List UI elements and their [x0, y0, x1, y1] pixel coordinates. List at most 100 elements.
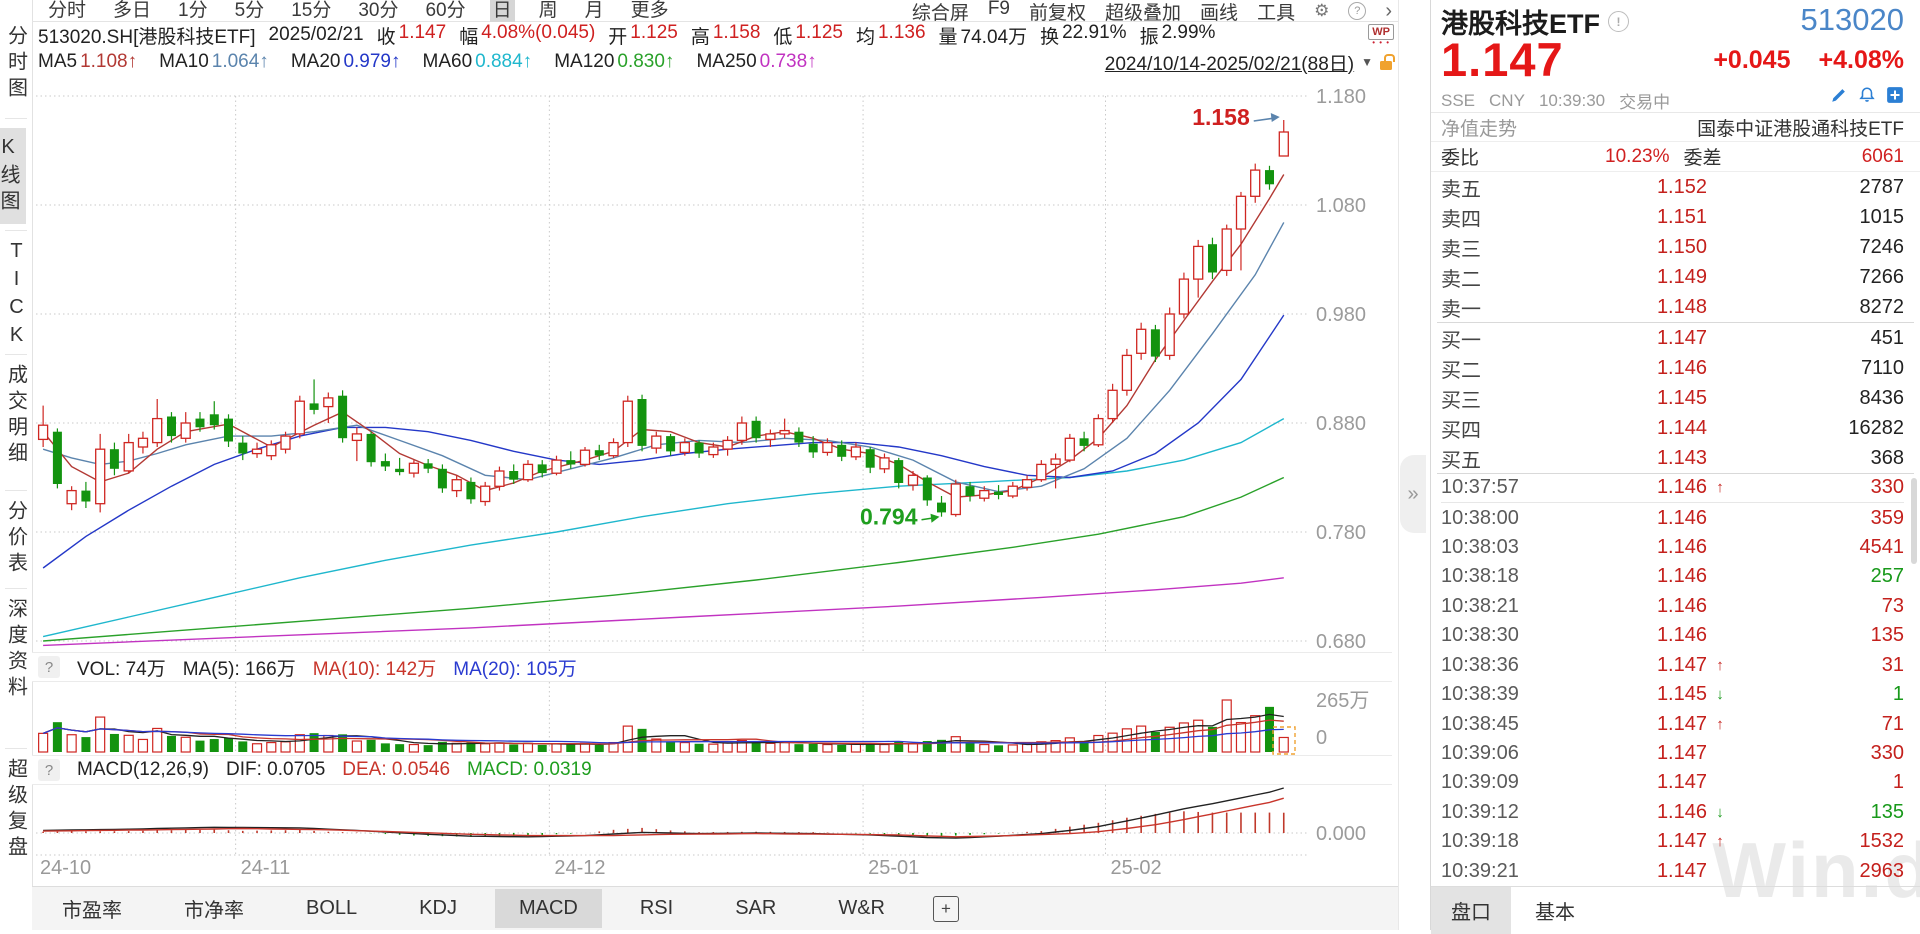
weicha-value: 6061 [1861, 145, 1904, 167]
tick-row[interactable]: 10:38:45 1.147 ↑ 71 [1441, 709, 1904, 738]
help-icon[interactable]: ? [38, 656, 60, 678]
toolbar-item-工具[interactable]: 工具 [1257, 2, 1296, 24]
tick-row[interactable]: 10:37:57 1.146 ↑ 330 [1441, 473, 1904, 504]
ma-item-MA10: MA10 1.064↑ [159, 51, 269, 73]
period-tab-多日[interactable]: 多日 [113, 0, 152, 21]
indicator-tab-MACD[interactable]: MACD [494, 889, 602, 928]
quote-field-label: 幅 [459, 26, 479, 48]
period-tab-5分[interactable]: 5分 [234, 0, 265, 21]
nav-row[interactable]: 净值走势 国泰中证港股通科技ETF [1431, 112, 1920, 142]
tick-row[interactable]: 10:39:12 1.146 ↓ 135 [1441, 798, 1904, 827]
bid-row[interactable]: 买二 1.146 7110 [1441, 353, 1904, 383]
tick-row[interactable]: 10:39:06 1.147 330 [1441, 739, 1904, 768]
tick-row[interactable]: 10:39:09 1.147 1 [1441, 768, 1904, 797]
quote-field-value: 22.91% [1062, 21, 1127, 43]
toolbar-item-前复权[interactable]: 前复权 [1029, 2, 1087, 24]
add-indicator-button[interactable]: + [932, 895, 959, 922]
wp-tool-icon[interactable]: WP • • • [1368, 24, 1394, 47]
tick-price: 1.147 [1656, 859, 1707, 882]
toolbar-item-超级叠加[interactable]: 超级叠加 [1105, 2, 1182, 24]
indicator-tab-SAR[interactable]: SAR [735, 897, 777, 919]
tick-scrollbar[interactable] [1911, 478, 1917, 564]
indicator-tab-W&R[interactable]: W&R [838, 897, 885, 919]
tick-row[interactable]: 10:38:36 1.147 ↑ 31 [1441, 651, 1904, 680]
ma-label: MA60 [422, 51, 473, 72]
tick-row[interactable]: 10:38:18 1.146 257 [1441, 562, 1904, 591]
sidebar-item-分时图[interactable]: 分时图 [4, 25, 27, 103]
chart-area[interactable]: 1.180 1.080 0.980 0.880 0.780 0.680 24-10 24-11… [32, 76, 1398, 886]
period-tab-分时[interactable]: 分时 [48, 0, 87, 21]
kline-chart[interactable]: 1.180 1.080 0.980 0.880 0.780 0.680 24-10 24-11… [32, 76, 1398, 886]
panel-tab-基本[interactable]: 基本 [1535, 902, 1575, 924]
period-tab-60分[interactable]: 60分 [425, 0, 466, 21]
edit-pencil-icon[interactable] [1830, 86, 1848, 104]
sidebar-item-分价表[interactable]: 分价表 [4, 500, 27, 578]
lock-icon[interactable] [1380, 53, 1395, 70]
help-icon[interactable]: ? [1348, 2, 1367, 20]
add-watchlist-icon[interactable] [1886, 86, 1904, 104]
svg-text:1.080: 1.080 [1316, 195, 1366, 217]
date-range-group[interactable]: 2024/10/14-2025/02/21(88日) ▼ [1104, 50, 1395, 75]
toolbar-item-画线[interactable]: 画线 [1200, 2, 1239, 24]
tick-row[interactable]: 10:39:21 1.147 2963 [1441, 856, 1904, 885]
indicator-tab-RSI[interactable]: RSI [639, 897, 674, 919]
indicator-value: DEA: 0.0546 [342, 759, 451, 780]
sidebar-item-TICK[interactable]: TICK [5, 240, 28, 352]
ask-row[interactable]: 卖五 1.152 2787 [1441, 172, 1904, 202]
ask-row[interactable]: 卖四 1.151 1015 [1441, 202, 1904, 232]
indicator-tab-KDJ[interactable]: KDJ [419, 897, 457, 919]
chevron-right-icon[interactable]: › [1385, 0, 1392, 22]
level-price: 1.151 [1656, 205, 1707, 228]
bid-row[interactable]: 买四 1.144 16282 [1441, 413, 1904, 443]
quote-field-低: 低 1.125 [773, 22, 843, 49]
help-icon[interactable]: ? [38, 759, 60, 781]
svg-text:0.000: 0.000 [1316, 823, 1366, 845]
period-tab-更多[interactable]: 更多 [630, 0, 669, 21]
period-tab-30分[interactable]: 30分 [358, 0, 399, 21]
panel-tab-盘口[interactable]: 盘口 [1431, 887, 1511, 934]
sidebar-item-K线图[interactable]: K线图 [0, 128, 26, 224]
ask-row[interactable]: 卖三 1.150 7246 [1441, 232, 1904, 262]
sidebar-item-超级复盘[interactable]: 超级复盘 [4, 758, 27, 862]
tick-row[interactable]: 10:38:00 1.146 359 [1441, 503, 1904, 532]
bid-row[interactable]: 买三 1.145 8436 [1441, 383, 1904, 413]
ask-row[interactable]: 卖二 1.149 7266 [1441, 262, 1904, 292]
bell-icon[interactable] [1858, 86, 1876, 104]
period-tab-1分[interactable]: 1分 [178, 0, 208, 21]
tick-row[interactable]: 10:38:03 1.146 4541 [1441, 533, 1904, 562]
level-volume: 7266 [1859, 265, 1905, 288]
gear-icon[interactable]: ⚙ [1314, 1, 1330, 20]
tick-row[interactable]: 10:39:18 1.147 ↑ 1532 [1441, 827, 1904, 856]
tick-price: 1.146 [1656, 800, 1707, 823]
period-tab-日[interactable]: 日 [489, 0, 515, 22]
quote-field-label: 振 [1139, 26, 1159, 48]
ma-value: 1.064↑ [211, 51, 269, 72]
period-tab-15分[interactable]: 15分 [291, 0, 332, 21]
indicator-tab-市盈率[interactable]: 市盈率 [62, 900, 122, 922]
period-tab-周[interactable]: 周 [538, 0, 558, 21]
sidebar-item-成交明细[interactable]: 成交明细 [4, 364, 27, 468]
level-label: 买一 [1441, 329, 1481, 352]
toolbar-item-F9[interactable]: F9 [987, 0, 1011, 19]
ask-row[interactable]: 卖一 1.148 8272 [1441, 292, 1904, 322]
info-icon[interactable]: ! [1608, 11, 1629, 32]
tick-row[interactable]: 10:38:30 1.146 135 [1441, 621, 1904, 650]
tick-list[interactable]: 10:37:57 1.146 ↑ 330 10:38:00 1.146 359 10:38:0… [1431, 473, 1920, 886]
caret-down-icon[interactable]: ▼ [1361, 55, 1373, 69]
collapse-button[interactable]: » [1400, 455, 1426, 533]
bid-row[interactable]: 买一 1.147 451 [1441, 323, 1904, 353]
tick-row[interactable]: 10:38:21 1.146 73 [1441, 592, 1904, 621]
sidebar-item-深度资料[interactable]: 深度资料 [4, 598, 27, 702]
period-tab-月[interactable]: 月 [584, 0, 604, 21]
level-label: 卖三 [1441, 238, 1481, 261]
bid-row[interactable]: 买五 1.143 368 [1441, 443, 1904, 473]
level-volume: 1015 [1859, 205, 1905, 228]
indicator-tab-市净率[interactable]: 市净率 [184, 900, 244, 922]
tick-row[interactable]: 10:38:39 1.145 ↓ 1 [1441, 680, 1904, 709]
level-volume: 8272 [1859, 295, 1905, 318]
level-volume: 7110 [1860, 356, 1904, 379]
market-status-row: SSE CNY 10:39:30 交易中 [1431, 88, 1920, 113]
toolbar-item-综合屏[interactable]: 综合屏 [911, 2, 969, 24]
date-range-label[interactable]: 2024/10/14-2025/02/21(88日) [1104, 53, 1355, 75]
indicator-tab-BOLL[interactable]: BOLL [306, 897, 358, 919]
